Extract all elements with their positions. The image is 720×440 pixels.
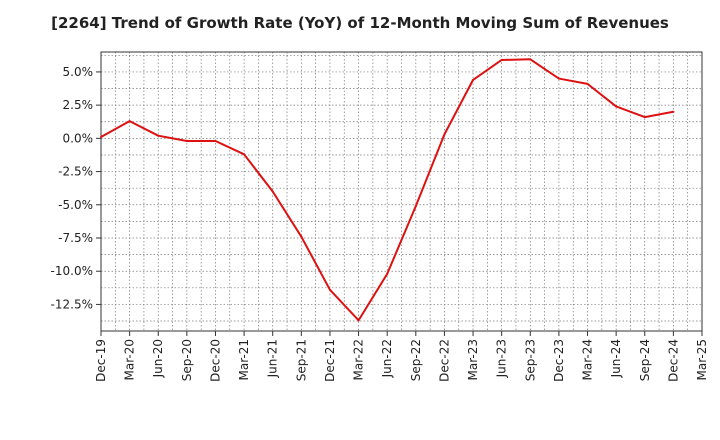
x-tick-label: Jun-22 [380, 339, 394, 378]
x-tick-label: Mar-20 [123, 339, 137, 380]
y-tick-label: 0.0% [63, 131, 94, 145]
x-tick-label: Sep-24 [638, 339, 652, 381]
x-tick-label: Jun-24 [609, 339, 623, 378]
x-tick-label: Dec-19 [94, 339, 108, 382]
data-point [443, 133, 446, 136]
y-tick-label: 5.0% [63, 65, 94, 79]
chart-title: [2264] Trend of Growth Rate (YoY) of 12-… [51, 14, 669, 32]
data-point [157, 134, 160, 137]
data-point [128, 120, 131, 123]
y-tick-label: -7.5% [58, 231, 93, 245]
data-point [100, 136, 102, 139]
data-point [414, 205, 417, 208]
x-tick-label: Dec-24 [666, 339, 680, 382]
data-point [328, 288, 331, 291]
data-point [185, 140, 188, 143]
x-tick-label: Sep-22 [409, 339, 423, 381]
x-tick-label: Mar-22 [352, 339, 366, 380]
data-point [615, 105, 618, 108]
data-point [643, 116, 646, 119]
data-point [557, 77, 560, 80]
x-tick-label: Dec-23 [552, 339, 566, 382]
x-tick-label: Mar-25 [695, 339, 709, 380]
data-point [500, 58, 503, 61]
y-tick-label: 2.5% [63, 98, 94, 112]
data-point [472, 78, 475, 81]
y-tick-label: -10.0% [51, 264, 93, 278]
x-tick-label: Sep-20 [180, 339, 194, 381]
data-point [300, 235, 303, 238]
x-tick-label: Dec-22 [437, 339, 451, 382]
data-point [386, 272, 389, 275]
x-tick-label: Mar-21 [237, 339, 251, 380]
x-tick-label: Sep-23 [523, 339, 537, 381]
x-tick-label: Mar-24 [581, 339, 595, 380]
data-point [243, 153, 246, 156]
x-tick-label: Jun-21 [266, 339, 280, 378]
data-point [672, 110, 675, 113]
data-point [214, 140, 217, 143]
plot-frame [100, 51, 703, 332]
x-tick-label: Jun-20 [151, 339, 165, 378]
y-tick-label: -5.0% [58, 198, 93, 212]
y-tick-label: -2.5% [58, 165, 93, 179]
x-tick-label: Dec-21 [323, 339, 337, 382]
plot-area [101, 52, 702, 331]
data-point [357, 319, 360, 322]
data-point [586, 82, 589, 85]
x-tick-label: Jun-23 [495, 339, 509, 378]
x-tick-label: Mar-23 [466, 339, 480, 380]
data-point [271, 190, 274, 193]
y-tick-label: -12.5% [51, 297, 93, 311]
x-tick-label: Sep-21 [294, 339, 308, 381]
data-point [529, 58, 532, 61]
x-tick-label: Dec-20 [208, 339, 222, 382]
